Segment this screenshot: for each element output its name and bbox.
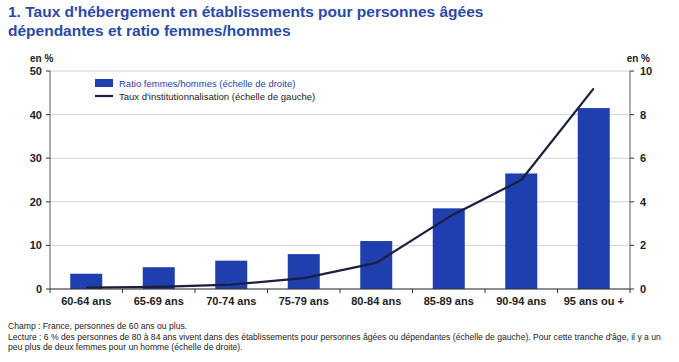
note: Lecture : 6 % des personnes de 80 à 84 a… — [8, 332, 661, 353]
tick — [630, 289, 634, 290]
plot-area — [70, 88, 610, 289]
tick-label: 10 — [30, 239, 42, 251]
tick — [46, 201, 50, 202]
tick — [630, 201, 634, 202]
y2-label: en % — [627, 53, 650, 64]
tick — [46, 71, 50, 72]
y2-axis — [630, 71, 631, 289]
tick — [46, 245, 50, 246]
tick-label: 2 — [640, 239, 646, 251]
tick — [50, 289, 51, 293]
tick-label: 70-74 ans — [206, 295, 256, 307]
tick-label: 20 — [30, 196, 42, 208]
bar — [433, 208, 465, 289]
grid-line — [50, 158, 630, 159]
tick — [630, 158, 634, 159]
tick — [195, 289, 196, 293]
y-label: en % — [30, 53, 53, 64]
legend-label: Ratio femmes/hommes (échelle de droite) — [119, 78, 295, 89]
text-line: peu plus de deux femmes pour un homme (é… — [8, 342, 243, 352]
tick-label: 0 — [36, 283, 42, 295]
tick — [46, 289, 50, 290]
tick — [557, 289, 558, 293]
grid-line — [50, 245, 630, 246]
legend-swatch — [95, 79, 113, 87]
bar — [505, 173, 537, 289]
tick-label: 65-69 ans — [134, 295, 184, 307]
tick-label: 90-94 ans — [496, 295, 546, 307]
text-line: dépendantes et ratio femmes/hommes — [8, 22, 291, 39]
tick-label: 60-64 ans — [61, 295, 111, 307]
tick-label: 40 — [30, 109, 42, 121]
tick — [46, 114, 50, 115]
tick-label: 10 — [640, 65, 652, 77]
bar — [578, 108, 610, 289]
y-axis — [50, 71, 51, 289]
tick — [630, 114, 634, 115]
tick-label: 8 — [640, 109, 646, 121]
legend-bg — [89, 74, 329, 102]
tick — [630, 245, 634, 246]
tick — [630, 71, 634, 72]
tick-label: 80-84 ans — [351, 295, 401, 307]
tick — [122, 289, 123, 293]
chart: 1. Taux d'hébergement en établissements … — [0, 0, 679, 362]
tick — [630, 289, 631, 293]
legend-swatch — [95, 95, 113, 97]
tick-label: 75-79 ans — [279, 295, 329, 307]
tick-label: 6 — [640, 152, 646, 164]
text-line: Champ : France, personnes de 60 ans ou p… — [8, 321, 187, 331]
tick-label: 0 — [640, 283, 646, 295]
bar — [288, 254, 320, 289]
tick — [46, 158, 50, 159]
tick-label: 4 — [640, 196, 647, 208]
line — [86, 88, 594, 287]
grid-line — [50, 201, 630, 202]
tick — [412, 289, 413, 293]
legend-label: Taux d'institutionnalisation (échelle de… — [119, 91, 315, 102]
tick-label: 30 — [30, 152, 42, 164]
tick-label: 50 — [30, 65, 42, 77]
tick — [267, 289, 268, 293]
tick — [340, 289, 341, 293]
title: 1. Taux d'hébergement en établissements … — [8, 3, 483, 39]
text-line: Lecture : 6 % des personnes de 80 à 84 a… — [8, 332, 661, 342]
tick-label: 95 ans ou + — [564, 295, 624, 307]
tick — [485, 289, 486, 293]
grid-line — [50, 114, 630, 115]
grid-line — [50, 71, 630, 72]
tick-label: 85-89 ans — [424, 295, 474, 307]
text-line: 1. Taux d'hébergement en établissements … — [8, 3, 483, 20]
note: Champ : France, personnes de 60 ans ou p… — [8, 321, 187, 331]
